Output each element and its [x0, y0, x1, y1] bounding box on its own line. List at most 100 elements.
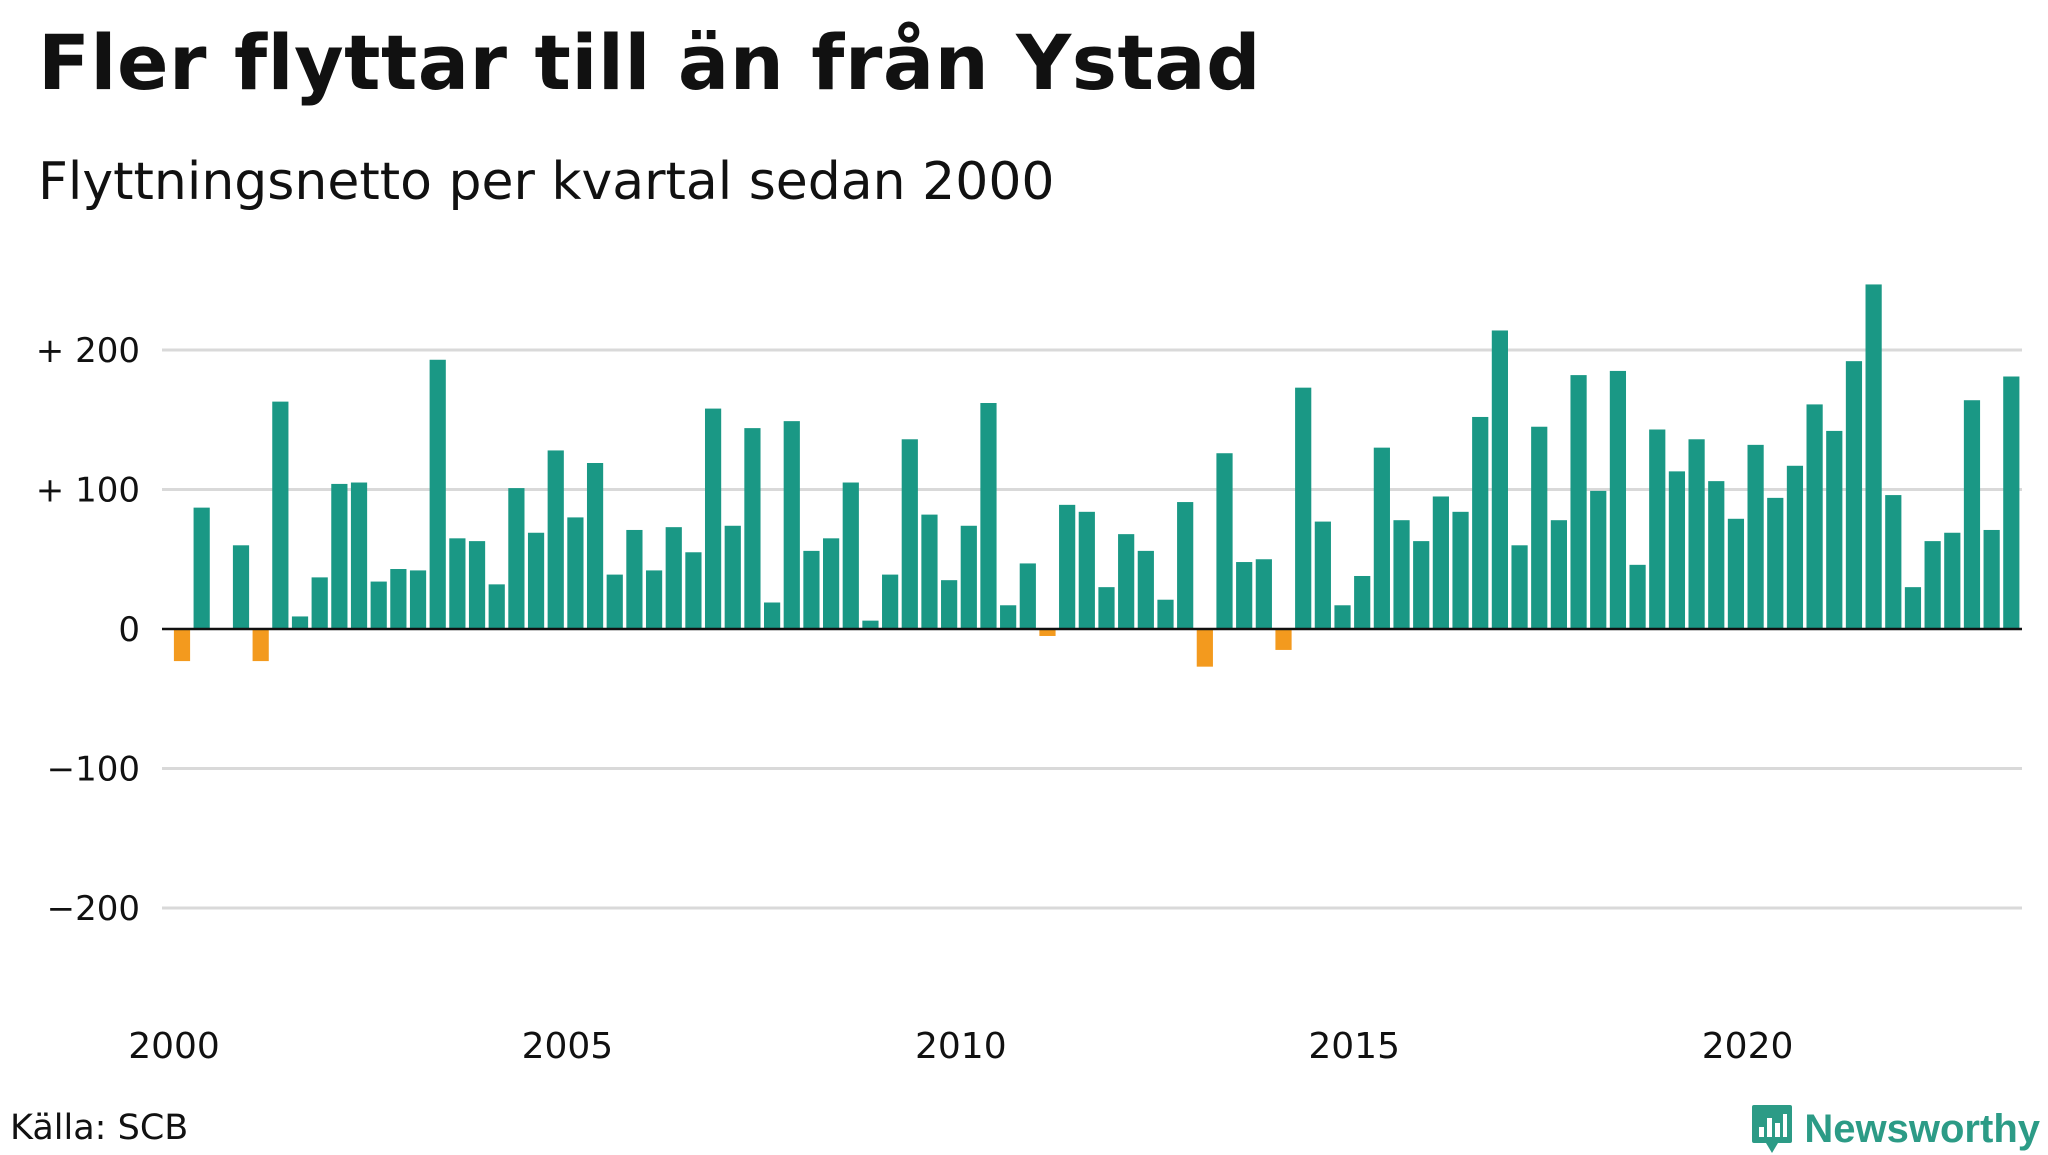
bar: [1904, 587, 1922, 629]
bar: [1963, 400, 1981, 629]
bar: [921, 514, 938, 629]
chart-title: Fler flyttar till än från Ystad: [38, 18, 1261, 107]
source-note: Källa: SCB: [10, 1108, 189, 1148]
bar: [1629, 564, 1646, 629]
bar: [1767, 497, 1784, 629]
newsworthy-logo-icon: [1752, 1105, 1793, 1153]
brand-logo: Newsworthy: [1750, 1103, 2040, 1155]
bar: [1393, 520, 1410, 629]
bar: [567, 517, 584, 629]
bar: [272, 401, 289, 629]
bar: [1059, 504, 1076, 630]
bar: [1098, 587, 1115, 629]
bar: [1413, 541, 1430, 630]
bar: [1373, 447, 1390, 629]
bar: [685, 552, 702, 629]
bar: [941, 580, 958, 629]
bar: [724, 525, 741, 629]
y-tick-label: + 100: [36, 471, 140, 511]
bar: [1845, 361, 1863, 629]
bar: [468, 541, 486, 630]
bar: [1806, 404, 1823, 629]
bar: [1885, 495, 1902, 629]
bar: [1570, 375, 1587, 629]
y-tick-label: −200: [47, 889, 140, 929]
bar: [1157, 599, 1174, 630]
bar: [842, 482, 859, 629]
y-tick-label: 0: [118, 610, 140, 650]
axes: + 200 + 100 0 −100 −200 2000 2005 2010 2015 2020: [36, 331, 2022, 1067]
bar: [1865, 284, 1882, 629]
bar: [1590, 490, 1607, 629]
bar: [823, 538, 840, 629]
bar: [1609, 370, 1627, 629]
bar: [1078, 511, 1095, 629]
bar: [645, 570, 663, 629]
bar: [232, 545, 250, 629]
x-tick-label: 2015: [1308, 1026, 1400, 1067]
bar: [1491, 330, 1508, 629]
bar: [1786, 465, 1804, 629]
bar: [1255, 559, 1272, 629]
bar: [783, 421, 800, 629]
y-tick-label: + 200: [36, 331, 140, 371]
bars: [173, 284, 2020, 667]
bar: [803, 550, 820, 629]
bar: [1727, 518, 1745, 629]
bar: [1236, 562, 1253, 629]
bar: [901, 439, 918, 629]
bar: [1531, 426, 1548, 630]
bar: [1826, 430, 1843, 629]
bar: [1452, 511, 1469, 629]
bar: [665, 527, 682, 629]
bar: [449, 538, 466, 629]
bar: [1177, 502, 1194, 630]
bar: [1039, 629, 1056, 636]
x-tick-label: 2005: [522, 1026, 614, 1067]
bar: [1000, 605, 1017, 629]
brand-name: Newsworthy: [1804, 1106, 2040, 1151]
bar: [744, 428, 761, 629]
bar: [488, 584, 505, 629]
bar: [2003, 376, 2020, 629]
bar: [1137, 550, 1154, 629]
x-tick-label: 2000: [128, 1026, 220, 1067]
y-tick-label: −100: [47, 750, 140, 790]
bar: [409, 570, 427, 629]
bar: [1649, 429, 1666, 629]
bar: [1747, 444, 1764, 629]
bar: [586, 463, 604, 629]
bar: [1196, 629, 1213, 667]
bar: [370, 581, 387, 629]
bar: [508, 488, 525, 630]
bar: [626, 529, 643, 630]
bar: [1472, 416, 1489, 629]
bar: [1314, 521, 1331, 630]
bar: [1019, 563, 1036, 629]
bar: [1118, 534, 1135, 629]
bar: [1432, 496, 1449, 630]
bar: [1944, 532, 1961, 629]
bar: [960, 525, 977, 629]
x-tick-label: 2020: [1702, 1026, 1794, 1067]
bar: [390, 569, 407, 629]
chart-subtitle: Flyttningsnetto per kvartal sedan 2000: [38, 152, 1055, 212]
bar: [331, 483, 348, 629]
bar: [527, 532, 545, 629]
bar: [1334, 605, 1351, 629]
bar: [1354, 575, 1371, 629]
bar: [704, 408, 722, 629]
bar: [1275, 629, 1292, 650]
bar: [1668, 471, 1686, 629]
bar: [1216, 453, 1233, 629]
bar: [547, 450, 564, 629]
bar: [1550, 520, 1567, 629]
bar: [1983, 529, 2000, 630]
bar: [862, 620, 879, 629]
bar: [1295, 387, 1312, 629]
bar: [1924, 541, 1941, 630]
bar: [291, 616, 309, 629]
x-tick-label: 2010: [915, 1026, 1007, 1067]
bar: [193, 507, 210, 629]
